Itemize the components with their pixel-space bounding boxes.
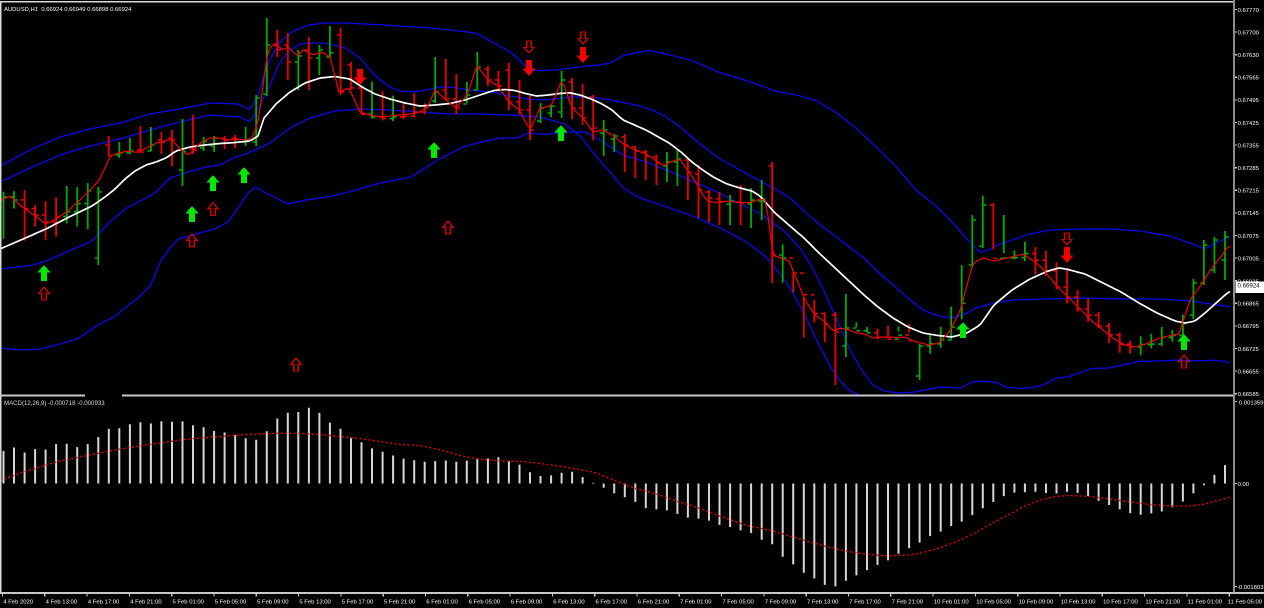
svg-text:5 Feb 01:00: 5 Feb 01:00 bbox=[173, 600, 205, 606]
svg-text:0.67215: 0.67215 bbox=[1238, 189, 1260, 195]
svg-text:0.67425: 0.67425 bbox=[1238, 121, 1260, 127]
svg-text:5 Feb 05:00: 5 Feb 05:00 bbox=[215, 600, 247, 606]
svg-text:0.67355: 0.67355 bbox=[1238, 143, 1260, 149]
svg-text:0.001359: 0.001359 bbox=[1239, 401, 1264, 407]
svg-text:0.67495: 0.67495 bbox=[1238, 98, 1260, 104]
svg-text:0.67285: 0.67285 bbox=[1238, 166, 1260, 172]
svg-text:7 Feb 21:00: 7 Feb 21:00 bbox=[892, 600, 924, 606]
svg-text:0.66725: 0.66725 bbox=[1238, 347, 1260, 353]
svg-text:4 Feb 21:00: 4 Feb 21:00 bbox=[130, 600, 162, 606]
svg-text:5 Feb 17:00: 5 Feb 17:00 bbox=[342, 600, 374, 606]
svg-text:6 Feb 05:00: 6 Feb 05:00 bbox=[469, 600, 501, 606]
svg-text:MACD(12,26,9) -0.000718 -0.000: MACD(12,26,9) -0.000718 -0.000933 bbox=[4, 400, 105, 407]
svg-text:0.66795: 0.66795 bbox=[1238, 324, 1260, 330]
svg-text:6 Feb 09:00: 6 Feb 09:00 bbox=[511, 600, 543, 606]
svg-text:7 Feb 13:00: 7 Feb 13:00 bbox=[807, 600, 839, 606]
svg-text:0.66924: 0.66924 bbox=[1238, 283, 1261, 290]
svg-text:0.66655: 0.66655 bbox=[1238, 369, 1260, 375]
svg-text:0.00: 0.00 bbox=[1238, 482, 1250, 488]
svg-text:0.67075: 0.67075 bbox=[1238, 234, 1260, 240]
svg-text:0.66585: 0.66585 bbox=[1238, 392, 1260, 398]
svg-text:4 Feb 2020: 4 Feb 2020 bbox=[3, 600, 34, 606]
svg-text:6 Feb 13:00: 6 Feb 13:00 bbox=[553, 600, 585, 606]
svg-text:0.67770: 0.67770 bbox=[1238, 8, 1260, 14]
svg-text:0.66865: 0.66865 bbox=[1238, 302, 1260, 308]
svg-text:4 Feb 13:00: 4 Feb 13:00 bbox=[46, 600, 78, 606]
svg-text:7 Feb 01:00: 7 Feb 01:00 bbox=[680, 600, 712, 606]
svg-text:6 Feb 17:00: 6 Feb 17:00 bbox=[596, 600, 628, 606]
svg-text:6 Feb 01:00: 6 Feb 01:00 bbox=[426, 600, 458, 606]
svg-text:0.67700: 0.67700 bbox=[1238, 30, 1260, 36]
svg-text:0.67565: 0.67565 bbox=[1238, 76, 1260, 82]
svg-text:10 Feb 05:00: 10 Feb 05:00 bbox=[976, 600, 1011, 606]
svg-text:7 Feb 05:00: 7 Feb 05:00 bbox=[722, 600, 754, 606]
svg-text:7 Feb 09:00: 7 Feb 09:00 bbox=[765, 600, 797, 606]
svg-text:5 Feb 09:00: 5 Feb 09:00 bbox=[257, 600, 289, 606]
svg-text:-0.001803: -0.001803 bbox=[1237, 585, 1264, 591]
svg-text:11 Feb 05:00: 11 Feb 05:00 bbox=[1228, 600, 1263, 606]
svg-text:0.67630: 0.67630 bbox=[1238, 53, 1260, 59]
svg-text:0.67145: 0.67145 bbox=[1238, 211, 1260, 217]
svg-text:4 Feb 17:00: 4 Feb 17:00 bbox=[88, 600, 120, 606]
svg-text:5 Feb 21:00: 5 Feb 21:00 bbox=[384, 600, 416, 606]
svg-text:6 Feb 21:00: 6 Feb 21:00 bbox=[638, 600, 670, 606]
svg-text:10 Feb 01:00: 10 Feb 01:00 bbox=[934, 600, 969, 606]
svg-text:7 Feb 17:00: 7 Feb 17:00 bbox=[849, 600, 881, 606]
svg-text:10 Feb 13:00: 10 Feb 13:00 bbox=[1061, 600, 1096, 606]
svg-text:10 Feb 17:00: 10 Feb 17:00 bbox=[1103, 600, 1138, 606]
svg-text:10 Feb 21:00: 10 Feb 21:00 bbox=[1145, 600, 1180, 606]
svg-text:10 Feb 09:00: 10 Feb 09:00 bbox=[1019, 600, 1054, 606]
svg-text:11 Feb 01:00: 11 Feb 01:00 bbox=[1188, 600, 1223, 606]
svg-text:5 Feb 13:00: 5 Feb 13:00 bbox=[299, 600, 331, 606]
svg-text:AUDUSD,H1 0.66924 0.66949 0.6: AUDUSD,H1 0.66924 0.66949 0.66898 0.6692… bbox=[4, 7, 132, 13]
svg-text:0.67005: 0.67005 bbox=[1238, 256, 1260, 262]
